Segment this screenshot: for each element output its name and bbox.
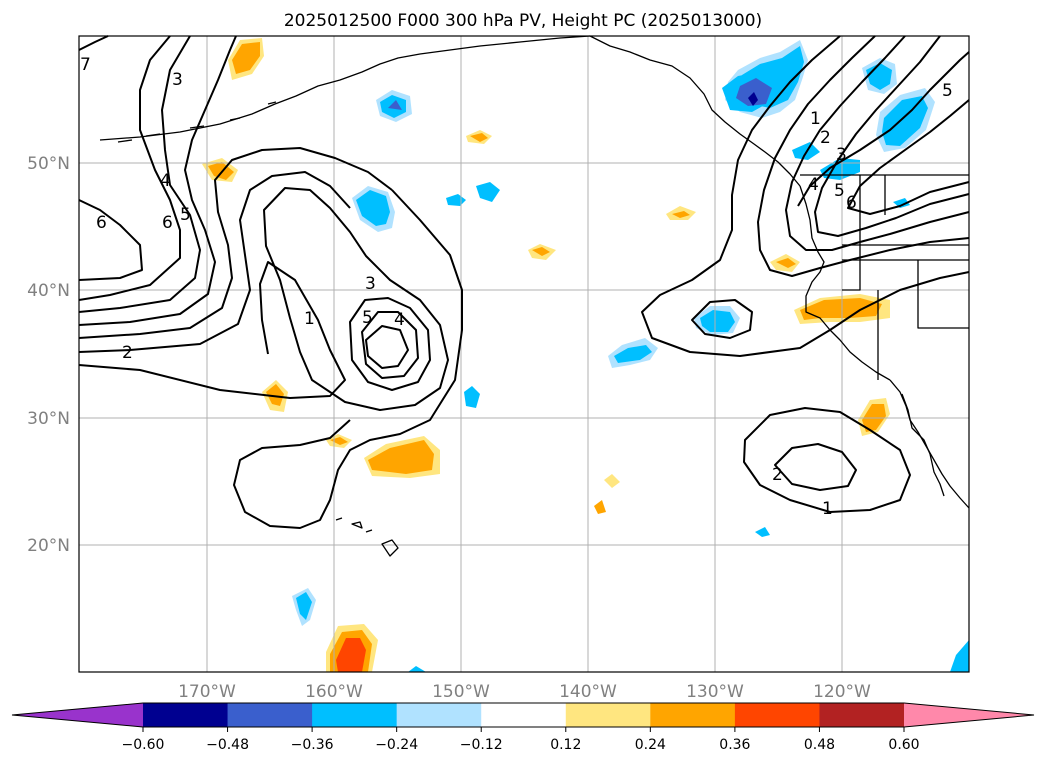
colorbar-tick-label: 0.24	[635, 737, 666, 753]
contour-label: 6	[96, 213, 107, 233]
lon-label-120w: 120°W	[813, 682, 871, 702]
contour-label: 2	[772, 465, 783, 485]
map-background	[79, 36, 969, 672]
map-title: 2025012500 F000 300 hPa PV, Height PC (2…	[284, 11, 762, 31]
lat-labels: 50°N 40°N 30°N 20°N	[27, 154, 70, 556]
height-contours	[78, 35, 970, 529]
colorbar-swatch	[143, 703, 229, 727]
colorbar-swatch	[227, 703, 313, 727]
colorbar-swatch	[396, 703, 482, 727]
colorbar-tick-label: 0.36	[719, 737, 750, 753]
colorbar-tick-label: −0.60	[122, 737, 165, 753]
lon-label-150w: 150°W	[432, 682, 490, 702]
contour-label: 3	[365, 274, 376, 294]
colorbar-tick-label: −0.48	[206, 737, 249, 753]
colorbar-tick-label: 0.60	[888, 737, 919, 753]
colorbar-swatch	[650, 703, 736, 727]
colorbar-tick-label: −0.12	[460, 737, 503, 753]
lon-labels: 170°W 160°W 150°W 140°W 130°W 120°W	[178, 682, 871, 702]
lon-label-160w: 160°W	[305, 682, 363, 702]
colorbar-tick-label: 0.12	[550, 737, 581, 753]
colorbar: −0.60 −0.48 −0.36 −0.24 −0.12 0.12 0.24 0.36 0.4…	[11, 702, 1035, 753]
contour-label: 2	[820, 128, 831, 148]
colorbar-swatch	[565, 703, 651, 727]
colorbar-extend-low	[12, 703, 143, 727]
colorbar-extend-high	[904, 703, 1034, 727]
colorbar-swatch	[819, 703, 905, 727]
contour-label: 4	[808, 175, 819, 195]
colorbar-tick-label: −0.24	[375, 737, 418, 753]
contour-label: 2	[122, 343, 133, 363]
contour-label: 1	[304, 309, 315, 329]
colorbar-swatch	[481, 703, 567, 727]
contour-label: 1	[822, 499, 833, 519]
lat-label-40n: 40°N	[27, 281, 70, 301]
lat-label-50n: 50°N	[27, 154, 70, 174]
contour-label: 6	[846, 193, 857, 213]
contour-label: 5	[362, 308, 373, 328]
lat-label-30n: 30°N	[27, 409, 70, 429]
contour-label: 4	[394, 310, 405, 330]
colorbar-swatch	[734, 703, 820, 727]
contour-label: 7	[80, 55, 91, 75]
lon-label-140w: 140°W	[559, 682, 617, 702]
contour-label: 6	[162, 213, 173, 233]
contour-label: 4	[160, 171, 171, 191]
colorbar-swatch	[312, 703, 398, 727]
colorbar-tick-label: −0.36	[291, 737, 334, 753]
lat-label-20n: 20°N	[27, 536, 70, 556]
contour-label: 3	[172, 70, 183, 90]
contour-label: 5	[942, 81, 953, 101]
contour-label: 3	[836, 145, 847, 165]
contour-label: 5	[834, 181, 845, 201]
contour-labels: 7 3 4 6 6 5 2 1 3 5 4 1 2 3 4 5 6 5 2 1	[80, 55, 953, 519]
map-frame	[78, 35, 970, 673]
colorbar-tick-label: 0.48	[804, 737, 835, 753]
lon-label-130w: 130°W	[686, 682, 744, 702]
lon-label-170w: 170°W	[178, 682, 236, 702]
contour-label: 5	[180, 205, 191, 225]
contour-label: 1	[810, 109, 821, 129]
